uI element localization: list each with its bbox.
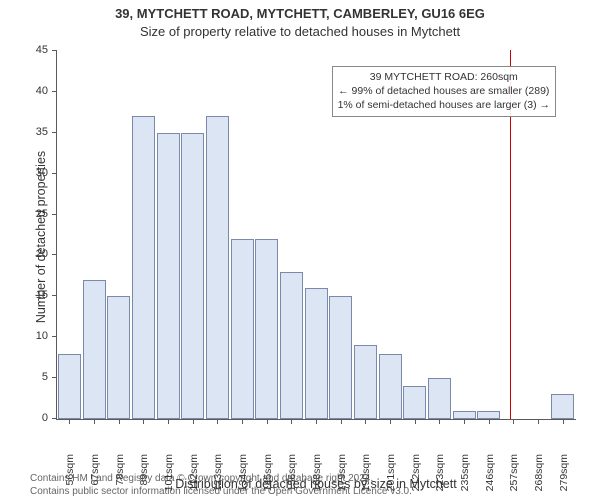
x-tick-mark bbox=[341, 419, 342, 424]
y-tick-mark bbox=[52, 254, 57, 255]
y-tick-mark bbox=[52, 377, 57, 378]
y-tick-label: 45 bbox=[8, 44, 48, 56]
x-tick-mark bbox=[119, 419, 120, 424]
histogram-bar bbox=[280, 272, 303, 419]
y-tick-label: 20 bbox=[8, 248, 48, 260]
y-tick-mark bbox=[52, 132, 57, 133]
x-tick-label: 67sqm bbox=[89, 454, 101, 504]
histogram-bar bbox=[181, 133, 204, 419]
x-tick-mark bbox=[464, 419, 465, 424]
x-tick-mark bbox=[242, 419, 243, 424]
y-tick-label: 30 bbox=[8, 167, 48, 179]
annotation-box: 39 MYTCHETT ROAD: 260sqm← 99% of detache… bbox=[332, 66, 556, 117]
x-tick-label: 56sqm bbox=[64, 454, 76, 504]
x-tick-label: 101sqm bbox=[163, 454, 175, 504]
x-tick-mark bbox=[267, 419, 268, 424]
annotation-line: ← 99% of detached houses are smaller (28… bbox=[338, 84, 550, 98]
x-tick-label: 89sqm bbox=[138, 454, 150, 504]
chart-title-main: 39, MYTCHETT ROAD, MYTCHETT, CAMBERLEY, … bbox=[0, 0, 600, 22]
histogram-bar bbox=[206, 116, 229, 419]
x-tick-mark bbox=[365, 419, 366, 424]
histogram-bar bbox=[255, 239, 278, 419]
histogram-bar bbox=[157, 133, 180, 419]
x-tick-label: 145sqm bbox=[262, 454, 274, 504]
x-tick-label: 78sqm bbox=[114, 454, 126, 504]
x-tick-label: 235sqm bbox=[459, 454, 471, 504]
x-tick-label: 179sqm bbox=[336, 454, 348, 504]
x-tick-label: 168sqm bbox=[311, 454, 323, 504]
x-tick-mark bbox=[390, 419, 391, 424]
x-tick-mark bbox=[439, 419, 440, 424]
chart-area: 39 MYTCHETT ROAD: 260sqm← 99% of detache… bbox=[56, 50, 576, 420]
y-tick-label: 25 bbox=[8, 208, 48, 220]
x-tick-label: 201sqm bbox=[385, 454, 397, 504]
y-tick-mark bbox=[52, 214, 57, 215]
histogram-bar bbox=[305, 288, 328, 419]
histogram-bar bbox=[477, 411, 500, 419]
chart-title-sub: Size of property relative to detached ho… bbox=[0, 22, 600, 40]
annotation-line: 1% of semi-detached houses are larger (3… bbox=[338, 98, 550, 112]
x-tick-label: 112sqm bbox=[188, 454, 200, 504]
x-tick-mark bbox=[489, 419, 490, 424]
x-tick-mark bbox=[168, 419, 169, 424]
histogram-bar bbox=[453, 411, 476, 419]
x-tick-label: 279sqm bbox=[558, 454, 570, 504]
x-tick-mark bbox=[415, 419, 416, 424]
y-tick-label: 10 bbox=[8, 330, 48, 342]
annotation-line: 39 MYTCHETT ROAD: 260sqm bbox=[338, 70, 550, 84]
y-tick-mark bbox=[52, 173, 57, 174]
y-tick-mark bbox=[52, 418, 57, 419]
x-tick-mark bbox=[94, 419, 95, 424]
x-tick-label: 223sqm bbox=[434, 454, 446, 504]
y-tick-mark bbox=[52, 50, 57, 51]
x-tick-label: 134sqm bbox=[237, 454, 249, 504]
y-tick-mark bbox=[52, 295, 57, 296]
histogram-bar bbox=[551, 394, 574, 419]
y-tick-label: 40 bbox=[8, 85, 48, 97]
x-tick-label: 212sqm bbox=[410, 454, 422, 504]
x-tick-mark bbox=[69, 419, 70, 424]
histogram-bar bbox=[58, 354, 81, 419]
x-tick-mark bbox=[538, 419, 539, 424]
x-tick-mark bbox=[513, 419, 514, 424]
x-tick-mark bbox=[291, 419, 292, 424]
histogram-bar bbox=[379, 354, 402, 419]
histogram-bar bbox=[428, 378, 451, 419]
x-tick-mark bbox=[217, 419, 218, 424]
y-tick-label: 35 bbox=[8, 126, 48, 138]
y-tick-label: 5 bbox=[8, 371, 48, 383]
y-tick-mark bbox=[52, 336, 57, 337]
y-axis-label: Number of detached properties bbox=[34, 52, 48, 422]
x-tick-mark bbox=[563, 419, 564, 424]
histogram-bar bbox=[329, 296, 352, 419]
x-tick-label: 123sqm bbox=[212, 454, 224, 504]
plot-area: 39 MYTCHETT ROAD: 260sqm← 99% of detache… bbox=[56, 50, 576, 420]
y-tick-mark bbox=[52, 91, 57, 92]
histogram-bar bbox=[403, 386, 426, 419]
x-tick-label: 190sqm bbox=[360, 454, 372, 504]
x-tick-mark bbox=[316, 419, 317, 424]
y-tick-label: 0 bbox=[8, 412, 48, 424]
x-tick-label: 156sqm bbox=[286, 454, 298, 504]
histogram-bar bbox=[83, 280, 106, 419]
y-tick-label: 15 bbox=[8, 289, 48, 301]
histogram-bar bbox=[354, 345, 377, 419]
x-tick-mark bbox=[193, 419, 194, 424]
histogram-bar bbox=[231, 239, 254, 419]
x-tick-label: 257sqm bbox=[508, 454, 520, 504]
histogram-bar bbox=[132, 116, 155, 419]
x-tick-label: 268sqm bbox=[533, 454, 545, 504]
x-tick-mark bbox=[143, 419, 144, 424]
histogram-bar bbox=[107, 296, 130, 419]
x-tick-label: 246sqm bbox=[484, 454, 496, 504]
